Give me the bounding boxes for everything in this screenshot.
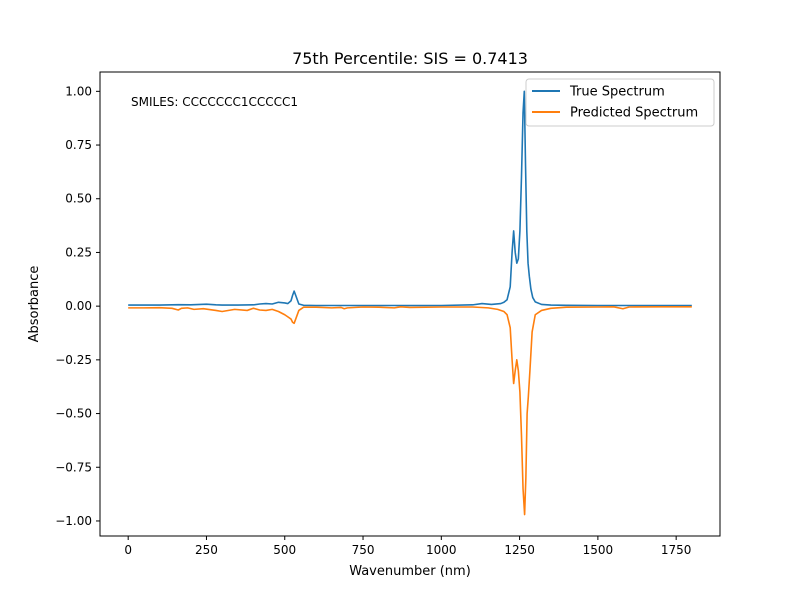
y-tick-label: −0.50: [55, 407, 92, 421]
x-tick-label: 1000: [426, 543, 457, 557]
y-tick-label: 1.00: [65, 84, 92, 98]
series-line-predicted-spectrum: [128, 305, 692, 516]
x-tick-label: 1500: [583, 543, 614, 557]
smiles-annotation: SMILES: CCCCCCC1CCCCC1: [131, 95, 298, 109]
legend-label-true-spectrum: True Spectrum: [569, 85, 665, 100]
y-tick-label: 0.50: [65, 192, 92, 206]
x-axis-label: Wavenumber (nm): [349, 564, 471, 579]
legend-label-predicted-spectrum: Predicted Spectrum: [570, 106, 698, 121]
y-tick-label: −0.75: [55, 460, 92, 474]
y-tick-label: 0.25: [65, 245, 92, 259]
y-tick-label: −0.25: [55, 353, 92, 367]
axes-frame: [99, 71, 721, 537]
y-tick-label: 0.00: [65, 299, 92, 313]
plot-area: 0 250 500 750 1000 1250 1500 1750 −1.00 −0.75 −0.5…: [55, 71, 721, 557]
x-tick-label: 1250: [504, 543, 535, 557]
y-tick-label: 0.75: [65, 138, 92, 152]
x-tick-label: 250: [195, 543, 218, 557]
series-line-true-spectrum: [128, 90, 692, 307]
x-tick-label: 750: [352, 543, 375, 557]
y-axis-label: Absorbance: [27, 266, 42, 343]
x-tick-label: 1750: [661, 543, 692, 557]
legend-box: [525, 78, 715, 127]
y-tick-label: −1.00: [55, 514, 92, 528]
x-tick-label: 500: [273, 543, 296, 557]
x-tick-label: 0: [124, 543, 132, 557]
chart-title: 75th Percentile: SIS = 0.7413: [292, 49, 528, 68]
